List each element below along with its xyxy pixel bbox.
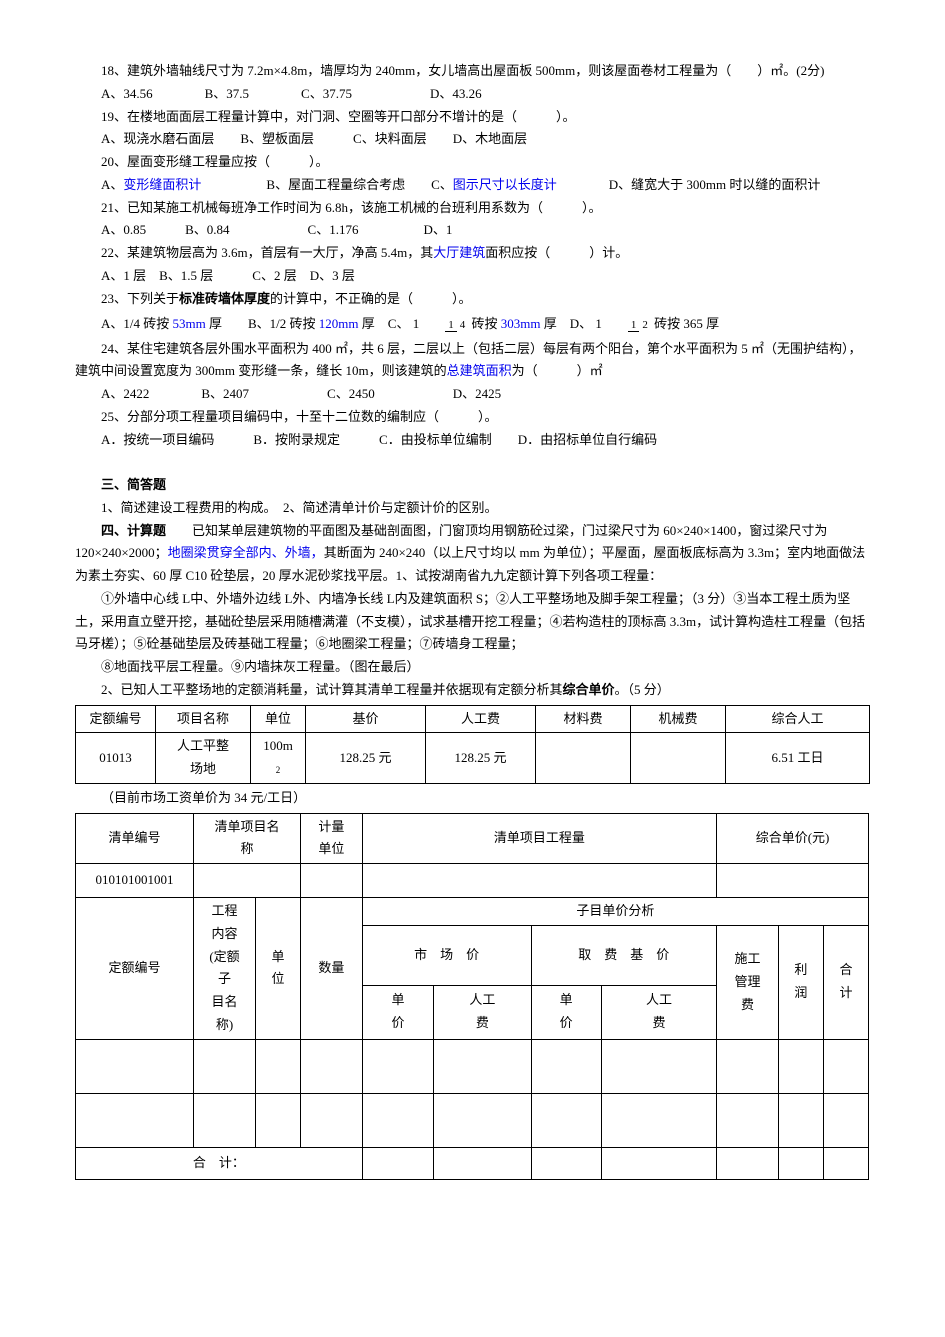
table-row: 01013 人工平整 场地 100m2 128.25 元 128.25 元 6.…	[76, 733, 870, 784]
fraction-1-2: 12	[602, 319, 651, 331]
table-row: 定额编号 项目名称 单位 基价 人工费 材料费 机械费 综合人工	[76, 705, 870, 733]
section-4-items-1: ①外墙中心线 L中、外墙外边线 L外、内墙净长线 L内及建筑面积 S；②人工平整…	[75, 588, 870, 656]
bill-table: 清单编号 清单项目名 称 计量 单位 清单项目工程量 综合单价(元) 01010…	[75, 813, 869, 1180]
section-4-items-3: 2、已知人工平整场地的定额消耗量，试计算其清单工程量并依据现有定额分析其综合单价…	[75, 679, 870, 702]
table-row: 清单编号 清单项目名 称 计量 单位 清单项目工程量 综合单价(元)	[76, 813, 869, 864]
section-4-items-2: ⑧地面找平层工程量。⑨内墙抹灰工程量。（图在最后）	[75, 656, 870, 679]
question-22-stem: 22、某建筑物层高为 3.6m，首层有一大厅，净高 5.4m，其大厅建筑面积应按…	[75, 242, 870, 265]
question-20-options: A、变形缝面积计 B、屋面工程量综合考虑 C、图示尺寸以长度计 D、缝宽大于 3…	[75, 174, 870, 197]
question-22-options: A、1 层 B、1.5 层 C、2 层 D、3 层	[75, 265, 870, 288]
market-rate-note: （目前市场工资单价为 34 元/工日）	[75, 787, 870, 810]
quota-table: 定额编号 项目名称 单位 基价 人工费 材料费 机械费 综合人工 01013 人…	[75, 705, 870, 784]
table-row: 定额编号 工程 内容 (定额 子 目名 称) 单 位 数量 子目单价分析	[76, 898, 869, 926]
question-18-options: A、34.56 B、37.5 C、37.75 D、43.26	[75, 83, 870, 106]
question-21-options: A、0.85 B、0.84 C、1.176 D、1	[75, 219, 870, 242]
fraction-1-4: 14	[419, 319, 468, 331]
question-24-stem: 24、某住宅建筑各层外围水平面积为 400 ㎡，共 6 层，二层以上（包括二层）…	[75, 338, 870, 384]
section-4: 四、计算题 已知某单层建筑物的平面图及基础剖面图，门窗顶均用钢筋砼过梁，门过梁尺…	[75, 520, 870, 588]
question-20-stem: 20、屋面变形缝工程量应按（ ）。	[75, 151, 870, 174]
question-23-stem: 23、下列关于标准砖墙体厚度的计算中，不正确的是（ ）。	[75, 288, 870, 311]
question-18-stem: 18、建筑外墙轴线尺寸为 7.2m×4.8m，墙厚均为 240mm，女儿墙高出屋…	[75, 60, 870, 83]
table-row: 合 计：	[76, 1147, 869, 1179]
table-row	[76, 1093, 869, 1147]
section-4-title: 四、计算题	[101, 523, 166, 538]
table-row: 010101001001	[76, 864, 869, 898]
question-21-stem: 21、已知某施工机械每班净工作时间为 6.8h，该施工机械的台班利用系数为（ ）…	[75, 197, 870, 220]
section-3-title: 三、简答题	[75, 474, 870, 497]
question-25-stem: 25、分部分项工程量项目编码中，十至十二位数的编制应（ ）。	[75, 406, 870, 429]
question-19-options: A、现浇水磨石面层 B、塑板面层 C、块料面层 D、木地面层	[75, 128, 870, 151]
question-25-options: A．按统一项目编码 B．按附录规定 C．由投标单位编制 D．由招标单位自行编码	[75, 429, 870, 452]
section-3-q1: 1、简述建设工程费用的构成。 2、简述清单计价与定额计价的区别。	[75, 497, 870, 520]
table-row	[76, 1039, 869, 1093]
question-19-stem: 19、在楼地面面层工程量计算中，对门洞、空圈等开口部分不增计的是（ ）。	[75, 106, 870, 129]
question-24-options: A、2422 B、2407 C、2450 D、2425	[75, 383, 870, 406]
question-23-options: A、1/4 砖按 53mm 厚 B、1/2 砖按 120mm 厚 C、 114 …	[75, 310, 870, 337]
